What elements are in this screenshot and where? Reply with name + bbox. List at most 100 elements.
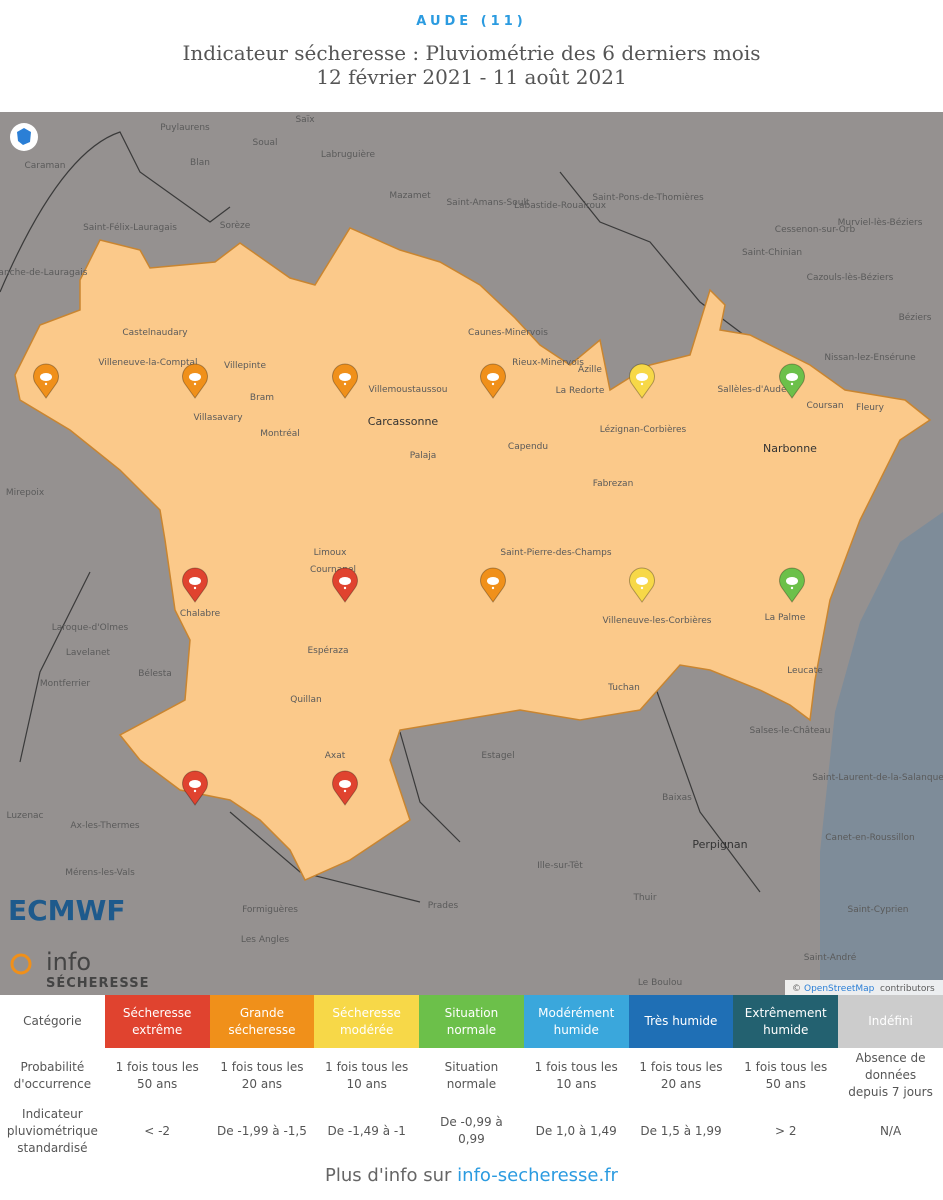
place-label: Coursan — [806, 401, 843, 411]
category-name: Indéfini — [838, 995, 943, 1048]
place-label: Saint-Pierre-des-Champs — [500, 548, 611, 558]
category-name: Modérément humide — [523, 995, 629, 1048]
place-label: Quillan — [290, 695, 322, 705]
place-label: Cessenon-sur-Orb — [775, 225, 856, 235]
place-label: Perpignan — [692, 838, 747, 851]
marker-icon — [339, 373, 351, 381]
station-marker[interactable] — [33, 363, 59, 399]
place-label: Estagel — [481, 751, 514, 761]
place-label: Saint-Félix-Lauragais — [83, 222, 177, 233]
info-logo: info — [46, 948, 91, 976]
place-label: Sallèles-d'Aude — [717, 384, 787, 395]
marker-pin — [629, 363, 655, 399]
marker-icon — [193, 382, 197, 386]
marker-icon — [193, 586, 197, 590]
place-label: Limoux — [314, 548, 347, 558]
marker-pin — [629, 567, 655, 603]
marker-pin — [182, 363, 208, 399]
place-label: Canet-en-Roussillon — [825, 833, 914, 843]
marker-pin — [480, 567, 506, 603]
place-label: Salses-le-Château — [750, 726, 831, 736]
place-label: Azille — [578, 365, 602, 375]
marker-pin — [779, 567, 805, 603]
footer-link[interactable]: info-secheresse.fr — [457, 1165, 618, 1186]
marker-icon — [487, 577, 499, 585]
marker-icon — [44, 382, 48, 386]
station-marker[interactable] — [182, 567, 208, 603]
legend-cell: N/A — [879, 1123, 902, 1138]
category-name: Situation normale — [419, 995, 524, 1048]
place-label: Soual — [253, 138, 278, 148]
marker-icon — [343, 586, 347, 590]
station-marker[interactable] — [629, 567, 655, 603]
place-label: Lézignan-Corbières — [600, 424, 687, 435]
marker-icon — [640, 586, 644, 590]
marker-icon — [487, 373, 499, 381]
legend-cell: 1 fois tous les 10 ans — [325, 1059, 409, 1091]
attribution-link[interactable]: OpenStreetMap — [804, 984, 875, 994]
station-marker[interactable] — [182, 363, 208, 399]
place-label: Saint-Laurent-de-la-Salanque — [812, 773, 943, 783]
place-label: Labruguière — [321, 149, 376, 160]
legend-cell: 1 fois tous les 20 ans — [220, 1059, 304, 1091]
station-marker[interactable] — [332, 567, 358, 603]
title: Indicateur sécheresse : Pluviométrie des… — [182, 41, 761, 65]
place-label: Nissan-lez-Ensérune — [824, 352, 916, 363]
marker-icon — [189, 780, 201, 788]
place-label: Saint-Amans-Soult — [446, 198, 530, 208]
place-label: Les Angles — [241, 935, 290, 945]
place-label: Bélesta — [138, 668, 171, 679]
station-marker[interactable] — [629, 363, 655, 399]
place-label: Espéraza — [307, 645, 348, 656]
place-label: Cournanel — [310, 565, 356, 575]
legend-cell: De 1,0 à 1,49 — [535, 1123, 617, 1138]
station-marker[interactable] — [332, 363, 358, 399]
category-name: Extrêmement humide — [733, 995, 839, 1048]
place-label: Palaja — [410, 451, 437, 461]
legend-cell: De 1,5 à 1,99 — [640, 1123, 722, 1138]
place-label: Mérens-les-Vals — [65, 867, 135, 878]
place-label: Narbonne — [763, 442, 817, 455]
legend-cell: 1 fois tous les 10 ans — [534, 1059, 618, 1091]
marker-pin — [332, 770, 358, 806]
place-label: Formiguères — [242, 904, 298, 915]
marker-icon — [339, 780, 351, 788]
marker-icon — [640, 382, 644, 386]
map[interactable]: ECMWF info SÉCHERESSE © OpenStreetMap co… — [0, 112, 943, 995]
marker-pin — [332, 567, 358, 603]
station-marker[interactable] — [480, 363, 506, 399]
place-label: Villeneuve-les-Corbières — [603, 615, 712, 626]
station-marker[interactable] — [182, 770, 208, 806]
legend-table: Catégorie Sécheresse extrême Grande sécher… — [0, 995, 943, 1159]
legend-cell: 1 fois tous les 20 ans — [639, 1059, 723, 1091]
marker-pin — [480, 363, 506, 399]
place-label: Baixas — [662, 793, 692, 803]
legend-cell: 1 fois tous les 50 ans — [744, 1059, 828, 1091]
marker-icon — [786, 373, 798, 381]
station-marker[interactable] — [779, 363, 805, 399]
station-marker[interactable] — [480, 567, 506, 603]
place-label: Caunes-Minervois — [468, 328, 548, 338]
marker-icon — [790, 382, 794, 386]
place-label: Axat — [325, 751, 346, 761]
station-marker[interactable] — [332, 770, 358, 806]
place-label: Ille-sur-Têt — [537, 860, 583, 871]
place-label: Luzenac — [7, 811, 44, 821]
place-label: Leucate — [787, 666, 823, 676]
station-marker[interactable] — [779, 567, 805, 603]
marker-icon — [193, 789, 197, 793]
place-label: Mirepoix — [6, 488, 45, 498]
department: AUDE (11) — [416, 14, 527, 29]
marker-icon — [343, 382, 347, 386]
row-header: Probabilité d'occurrence — [13, 1059, 92, 1091]
marker-icon — [189, 373, 201, 381]
attribution-text: contributors — [880, 984, 935, 994]
marker-pin — [182, 567, 208, 603]
category-name: Sécheresse modérée — [314, 995, 420, 1048]
legend-cell: De -1,49 à -1 — [327, 1123, 406, 1138]
place-label: Le Boulou — [638, 978, 682, 988]
place-label: Rieux-Minervois — [512, 358, 584, 368]
marker-icon — [636, 577, 648, 585]
marker-icon — [189, 577, 201, 585]
place-label: Lavelanet — [66, 648, 111, 658]
